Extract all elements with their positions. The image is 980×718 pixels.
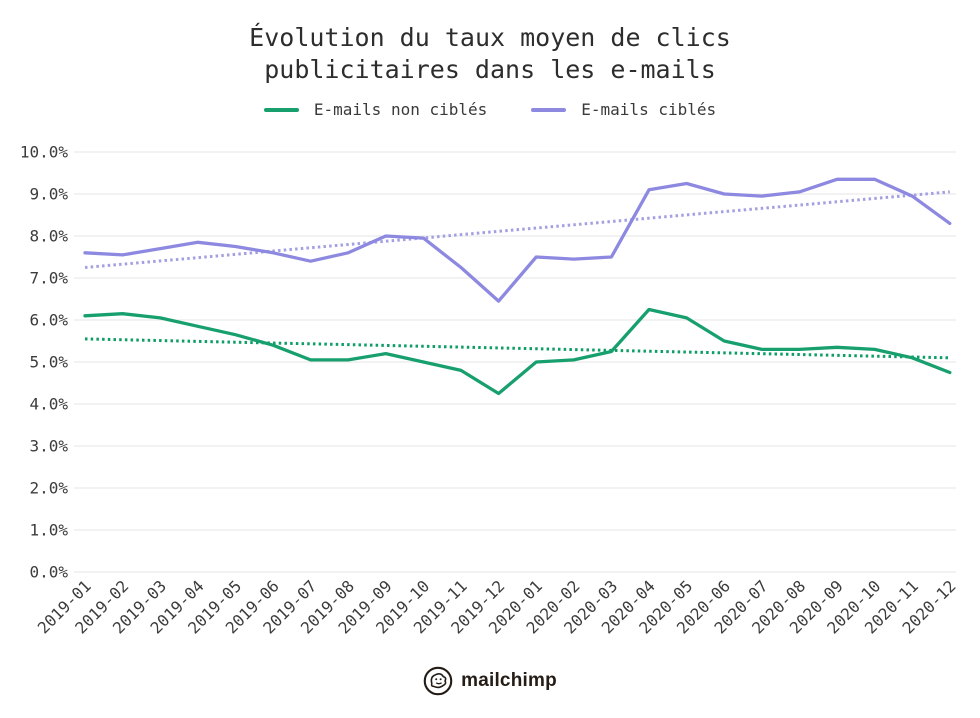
y-tick-label: 9.0%: [29, 185, 68, 204]
y-tick-label: 1.0%: [29, 521, 68, 540]
chart-legend: E-mails non ciblés E-mails ciblés: [0, 100, 980, 119]
series-line-0: [83, 307, 952, 396]
y-tick-label: 4.0%: [29, 395, 68, 414]
series-line-1: [83, 177, 952, 303]
mailchimp-wordmark: mailchimp: [461, 670, 557, 691]
y-tick-label: 6.0%: [29, 311, 68, 330]
line-chart: 0.0% 1.0% 2.0% 3.0% 4.0% 5.0% 6.0% 7.0% 8.0% 9.0%…: [20, 143, 960, 638]
legend-label-non-cibles: E-mails non ciblés: [313, 100, 488, 119]
chart-title: Évolution du taux moyen de clics publici…: [0, 0, 980, 86]
trendline-0: [84, 337, 950, 360]
trendline-1: [84, 190, 950, 269]
y-tick-label: 7.0%: [29, 269, 68, 288]
y-tick-label: 10.0%: [20, 143, 69, 162]
freddie-icon: [423, 666, 453, 696]
y-tick-label: 3.0%: [29, 437, 68, 456]
legend-item-non-cibles: E-mails non ciblés: [263, 100, 488, 119]
y-tick-label: 5.0%: [29, 353, 68, 372]
legend-item-cibles: E-mails ciblés: [531, 100, 716, 119]
legend-swatch-non-cibles: [263, 107, 299, 112]
y-tick-label: 0.0%: [29, 563, 68, 582]
y-tick-label: 2.0%: [29, 479, 68, 498]
mailchimp-logo: mailchimp: [0, 666, 980, 696]
y-tick-label: 8.0%: [29, 227, 68, 246]
legend-swatch-cibles: [531, 107, 567, 112]
chart-title-line-2: publicitaires dans les e-mails: [264, 55, 716, 84]
legend-label-cibles: E-mails ciblés: [581, 100, 717, 119]
chart-title-line-1: Évolution du taux moyen de clics: [249, 23, 731, 52]
